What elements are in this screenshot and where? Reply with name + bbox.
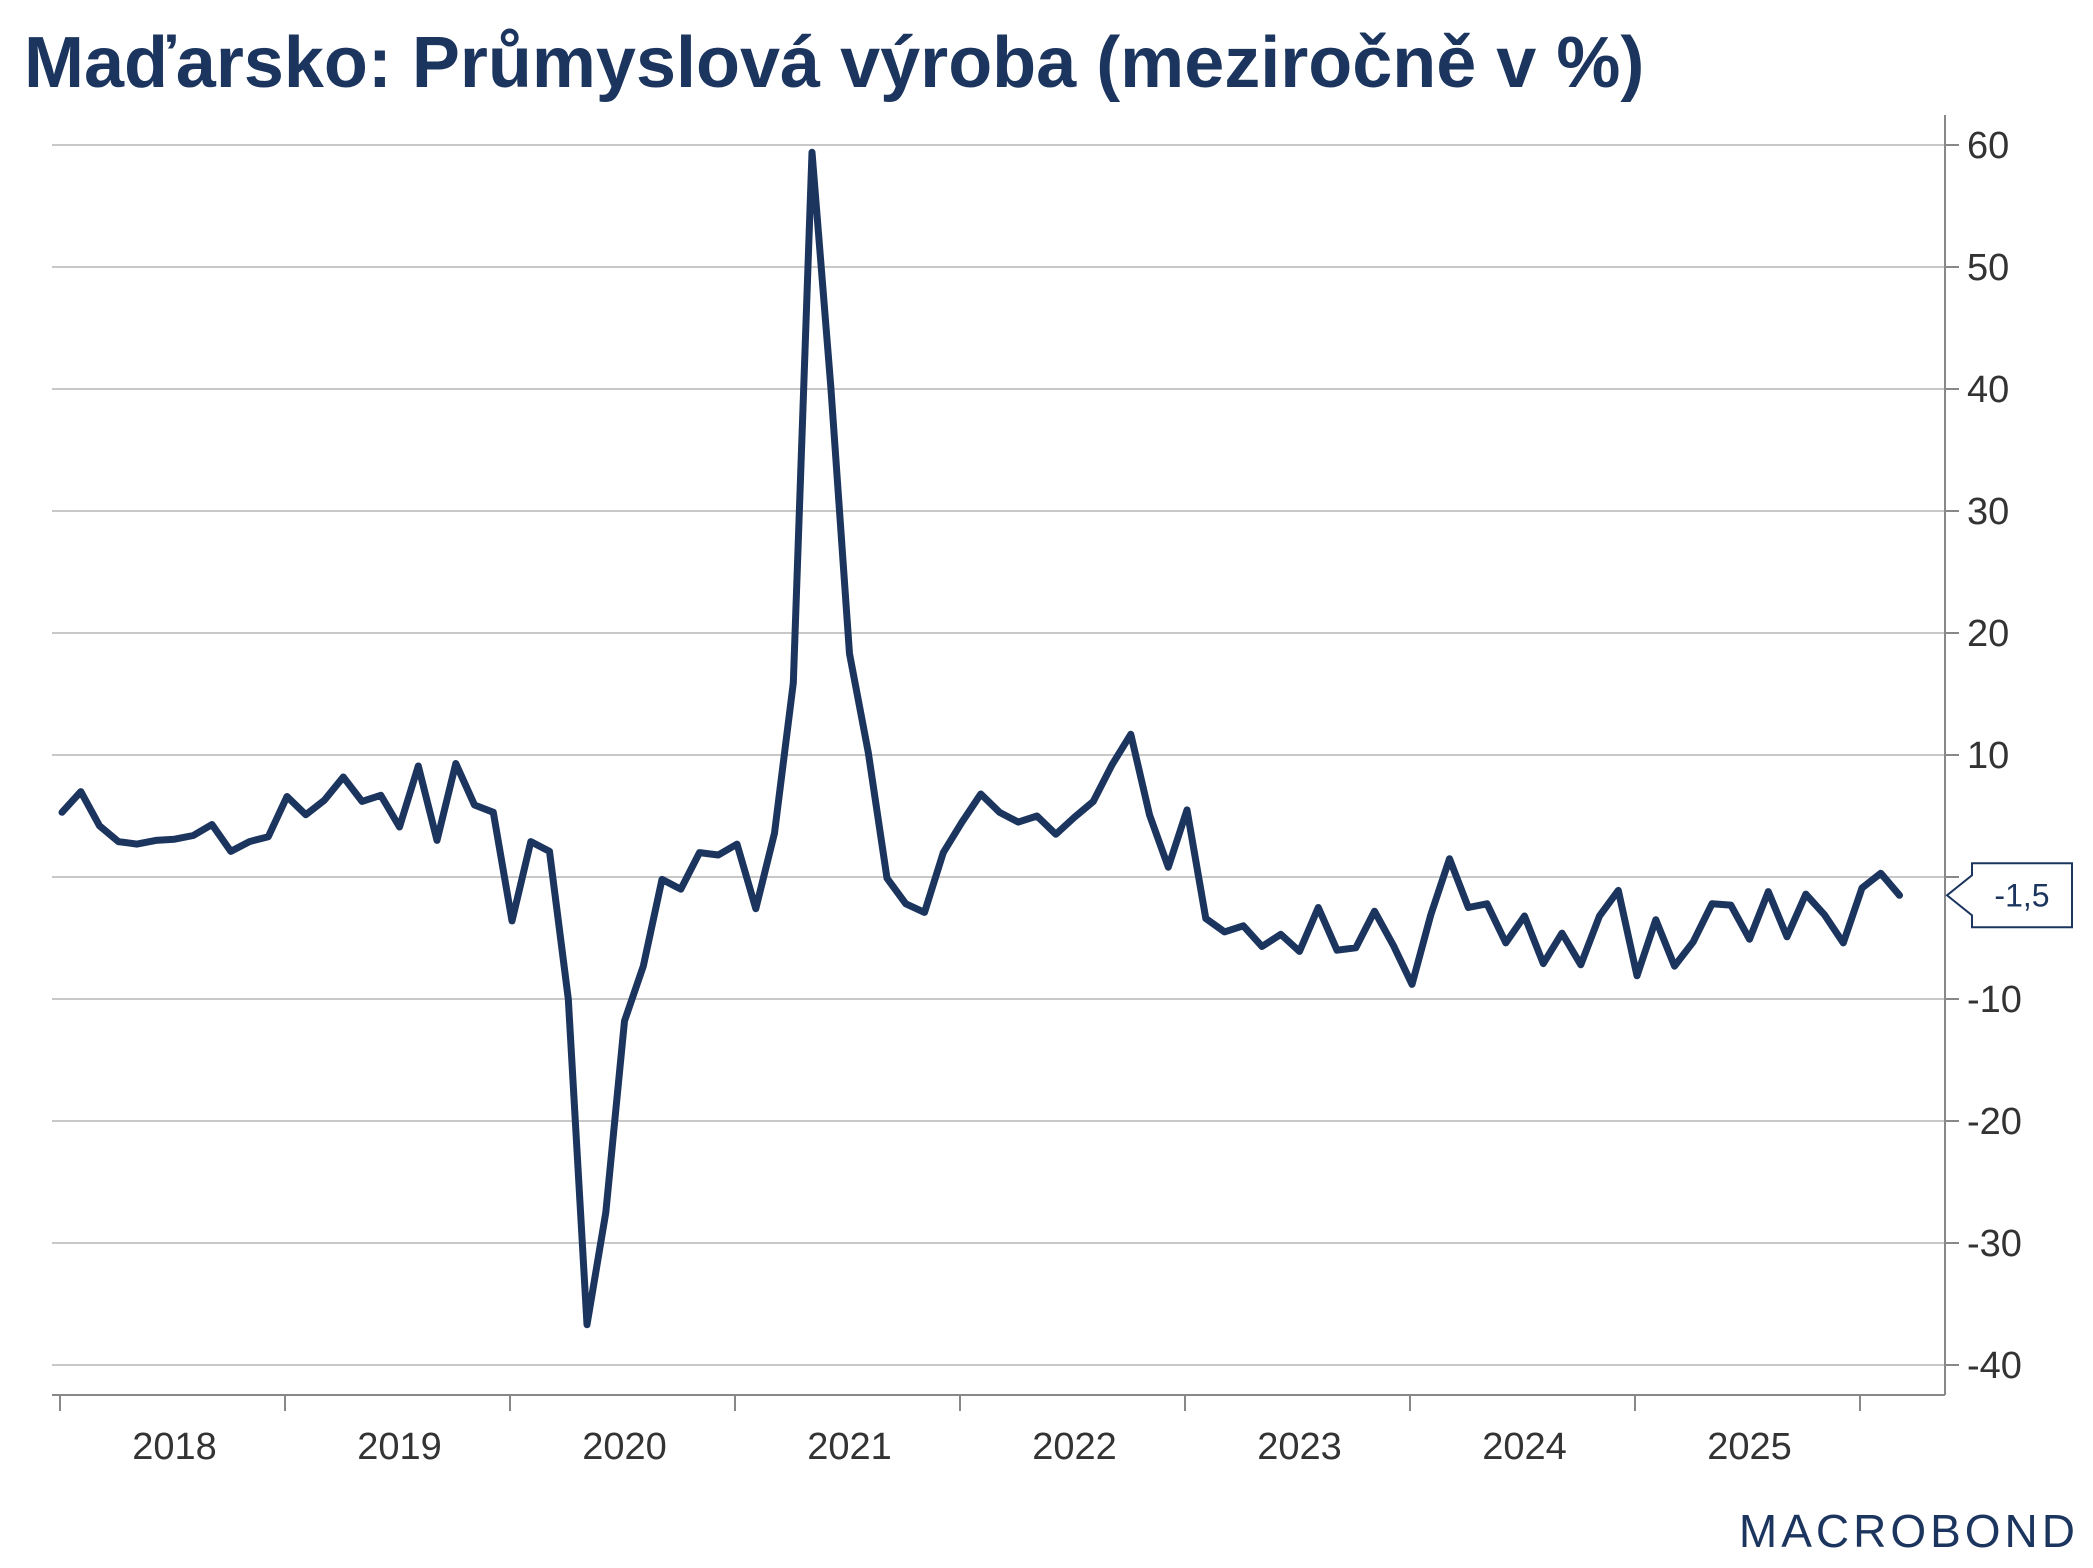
y-tick-label: 30 bbox=[1967, 491, 2009, 533]
chart-title: Maďarsko: Průmyslová výroba (meziročně v… bbox=[24, 23, 1645, 103]
x-tick-label: 2022 bbox=[1032, 1426, 1117, 1468]
x-tick-label: 2021 bbox=[807, 1426, 892, 1468]
y-tick-label: -20 bbox=[1967, 1101, 2022, 1143]
y-tick-label: 40 bbox=[1967, 369, 2009, 411]
series-line bbox=[58, 148, 1903, 1329]
y-tick-label: 60 bbox=[1967, 125, 2009, 167]
y-tick-label: -40 bbox=[1967, 1345, 2022, 1387]
macrobond-logo: MACROBOND bbox=[1738, 1505, 2079, 1557]
last-value-label: -1,5 bbox=[1994, 877, 2049, 913]
x-tick-label: 2020 bbox=[582, 1426, 667, 1468]
y-tick-label: 10 bbox=[1967, 735, 2009, 777]
axes: 60 50 40 30 20 10 -10 -20 -30 -40 2018 2019 2020 2021… bbox=[52, 115, 2022, 1468]
last-value-box bbox=[1945, 862, 2073, 929]
gridlines bbox=[52, 144, 1945, 1366]
series-layer bbox=[58, 148, 1903, 1329]
x-tick-label: 2025 bbox=[1707, 1426, 1792, 1468]
x-tick-label: 2018 bbox=[132, 1426, 217, 1468]
last-value-callout: -1,5 bbox=[1945, 862, 2073, 929]
x-tick-label: 2023 bbox=[1257, 1426, 1342, 1468]
x-tick-label: 2019 bbox=[357, 1426, 442, 1468]
x-tick-label: 2024 bbox=[1482, 1426, 1567, 1468]
y-tick-label: 20 bbox=[1967, 613, 2009, 655]
y-tick-label: 50 bbox=[1967, 247, 2009, 289]
y-tick-label: -30 bbox=[1967, 1223, 2022, 1265]
y-tick-label: -10 bbox=[1967, 979, 2022, 1021]
